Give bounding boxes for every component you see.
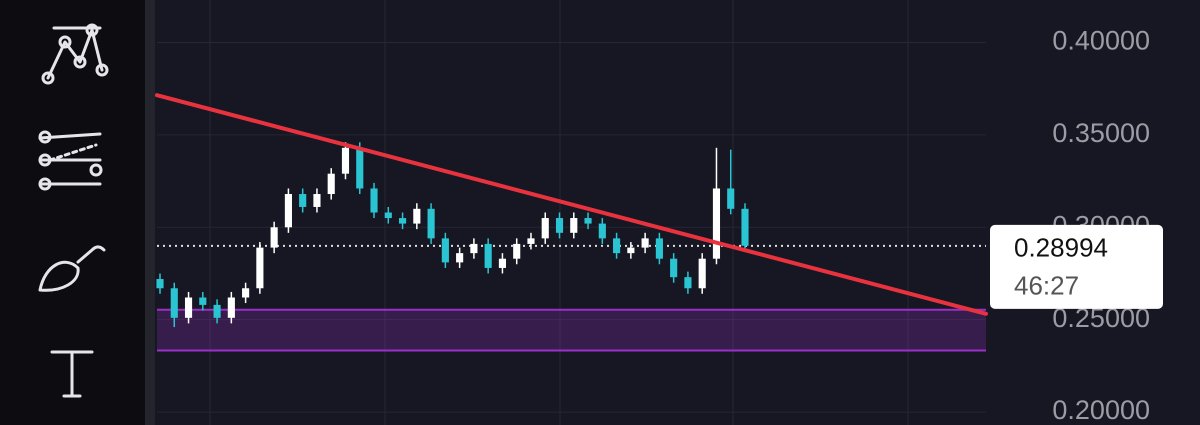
countdown-label: 46:27 [1014,271,1079,301]
candle-body [327,173,335,195]
candle-body [156,279,164,289]
toolbar-divider [145,0,155,425]
candle-body [727,188,735,209]
candle-body [242,288,250,298]
candle-body [213,304,221,318]
candle-body [470,243,478,254]
candle-body [613,238,621,254]
candle-body [398,218,407,224]
candle-body [441,238,449,263]
candle-body [555,218,564,233]
candle-body [513,243,521,259]
candle-body [456,253,464,263]
candle-body [227,297,235,318]
candle-body [384,212,392,219]
candle-body [284,194,292,228]
candle-body [256,247,264,289]
y-tick-label: 0.40000 [1052,26,1150,56]
candle-body [670,258,678,278]
candle-body [627,247,635,254]
candle-body [270,227,278,248]
price-box [990,224,1163,309]
candle-body [684,277,692,289]
pattern-tool[interactable] [41,23,109,85]
candle-body [641,238,649,248]
candle-body [712,188,721,259]
chart: 0.200000.250000.300000.350000.400000.289… [155,0,1163,425]
candle-body [413,208,421,224]
candle-body [370,188,378,213]
text-tool[interactable] [50,350,94,398]
candle-body [741,208,749,246]
candle-body [341,147,350,174]
candle-body [498,258,507,268]
candle-body [598,223,606,239]
candle-body [484,243,492,268]
candle-body [184,297,193,318]
candle-body [570,218,578,233]
brush-tool[interactable] [38,245,106,292]
support-zone [157,309,986,351]
candle-body [698,258,706,289]
trendline [155,93,988,316]
candle-body [170,288,178,318]
candle-body [527,238,535,244]
fib-tool[interactable] [38,130,103,191]
y-tick-label: 0.20000 [1052,395,1150,425]
candle-body [199,297,207,305]
candle-body [313,194,321,207]
candle-body [584,218,592,224]
y-tick-label: 0.35000 [1052,118,1150,148]
candle-body [541,218,549,239]
candle-body [356,147,364,189]
candle-body [299,194,307,207]
last-price-label: 0.28994 [1014,233,1108,263]
candle-body [655,238,663,259]
candle-body [427,208,435,239]
